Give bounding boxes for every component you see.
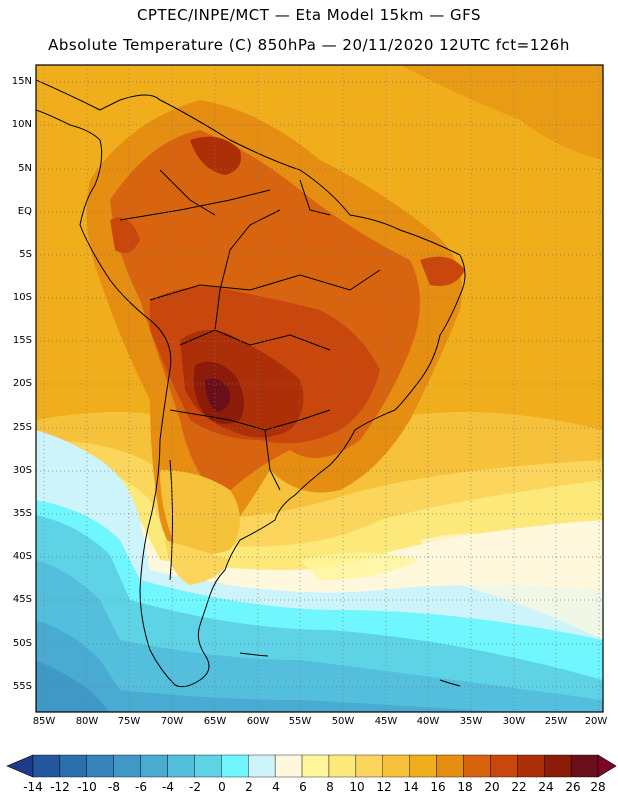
colorbar-swatch: [382, 754, 410, 778]
colorbar-swatch: [570, 754, 599, 778]
chart-title-line2: Absolute Temperature (C) 850hPa — 20/11/…: [48, 36, 570, 54]
colorbar-label: -4: [162, 780, 174, 794]
colorbar-label: -12: [50, 780, 70, 794]
colorbar-label: 26: [565, 780, 581, 794]
lat-label: 15N: [11, 76, 32, 87]
colorbar-swatch: [274, 754, 303, 778]
lon-label: 55W: [288, 716, 312, 727]
coastlines: [36, 79, 466, 688]
colorbar-swatch: [355, 754, 383, 778]
lat-label: 5S: [19, 249, 32, 260]
lat-label: 40S: [12, 551, 32, 562]
colorbar-swatch: [517, 754, 545, 778]
lon-label: 80W: [75, 716, 99, 727]
colorbar-label: -2: [189, 780, 201, 794]
colorbar-label: 14: [403, 780, 419, 794]
colorbar-swatch: [301, 754, 330, 778]
colorbar-label: -8: [108, 780, 120, 794]
colorbar-swatch: [463, 754, 491, 778]
lon-label: 85W: [32, 716, 56, 727]
colorbar-label: 16: [430, 780, 446, 794]
colorbar-label: 10: [349, 780, 365, 794]
lat-label: 25S: [12, 422, 32, 433]
lat-label: 5N: [18, 163, 32, 174]
colorbar-label: 28: [590, 780, 606, 794]
colorbar-label: 20: [484, 780, 500, 794]
map-frame: [35, 64, 604, 713]
colorbar-swatch: [59, 754, 88, 778]
lat-label: 10N: [11, 119, 32, 130]
lon-label: 30W: [502, 716, 526, 727]
temperature-field: [36, 65, 603, 712]
colorbar-label: 12: [376, 780, 392, 794]
lat-label: 55S: [12, 681, 32, 692]
colorbar-label: 4: [272, 780, 280, 794]
lon-label: 20W: [584, 716, 608, 727]
graticule: [36, 65, 603, 712]
colorbar-label: -14: [23, 780, 43, 794]
lat-label: 30S: [12, 465, 32, 476]
colorbar-arrow-low: [6, 754, 34, 778]
colorbar-swatch: [328, 754, 357, 778]
colorbar-swatch: [490, 754, 518, 778]
colorbar-swatch: [32, 754, 61, 778]
colorbar-swatch: [221, 754, 249, 778]
colorbar-swatch: [86, 754, 114, 778]
colorbar-label: -6: [135, 780, 147, 794]
colorbar-label: 8: [326, 780, 334, 794]
colorbar-label: -10: [77, 780, 97, 794]
colorbar-label: 2: [245, 780, 253, 794]
colorbar-label: 22: [511, 780, 527, 794]
lon-label: 65W: [203, 716, 227, 727]
colorbar-arrow-high: [597, 754, 617, 778]
colorbar-label: 0: [218, 780, 226, 794]
colorbar: [6, 754, 617, 778]
colorbar-swatch: [194, 754, 222, 778]
colorbar-swatch: [543, 754, 572, 778]
lat-label: EQ: [17, 206, 32, 217]
lat-label: 10S: [12, 292, 32, 303]
lat-label: 20S: [12, 378, 32, 389]
lon-label: 75W: [117, 716, 141, 727]
colorbar-label: 6: [299, 780, 307, 794]
lat-label: 50S: [12, 638, 32, 649]
lon-label: 45W: [374, 716, 398, 727]
colorbar-swatch: [167, 754, 195, 778]
colorbar-label: 24: [538, 780, 554, 794]
lat-label: 15S: [12, 335, 32, 346]
lon-label: 25W: [544, 716, 568, 727]
colorbar-swatch: [436, 754, 464, 778]
colorbar-swatch: [248, 754, 276, 778]
lon-label: 70W: [160, 716, 184, 727]
colorbar-label: 18: [457, 780, 473, 794]
chart-title-line1: CPTEC/INPE/MCT — Eta Model 15km — GFS: [136, 6, 482, 24]
colorbar-swatch: [409, 754, 437, 778]
colorbar-swatch: [140, 754, 168, 778]
lon-label: 50W: [331, 716, 355, 727]
lat-label: 35S: [12, 508, 32, 519]
lon-label: 40W: [416, 716, 440, 727]
colorbar-swatch: [113, 754, 141, 778]
lon-label: 60W: [246, 716, 270, 727]
lat-label: 45S: [12, 594, 32, 605]
lon-label: 35W: [459, 716, 483, 727]
